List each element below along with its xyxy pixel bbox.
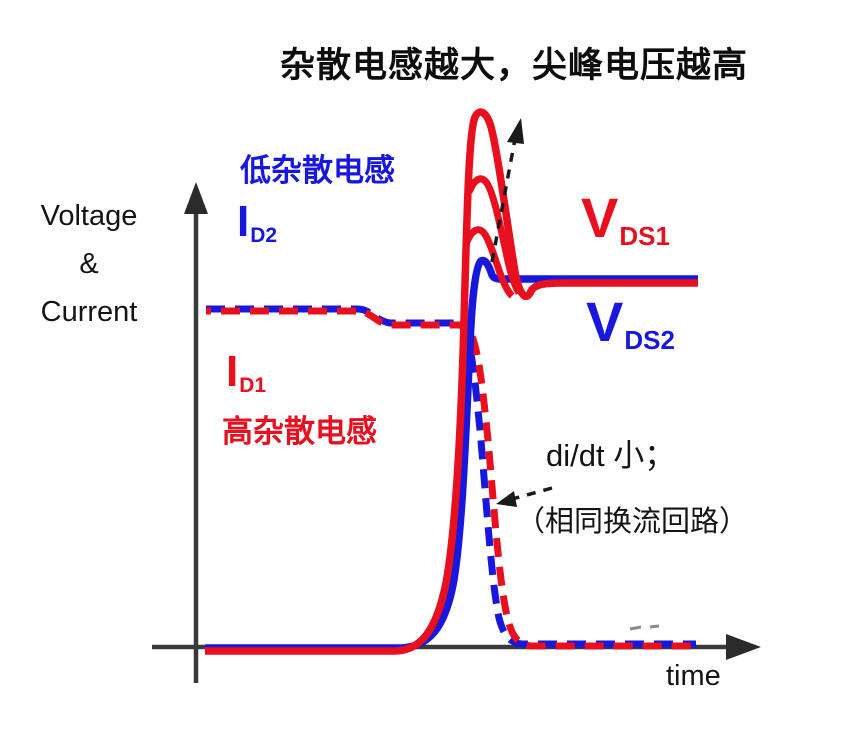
- id1-subscript: D1: [239, 374, 267, 397]
- y-axis-label-line1: Voltage: [40, 200, 138, 232]
- didt-annotation-line2: （相同换流回路）: [516, 506, 749, 538]
- id2-subscript: D2: [250, 224, 278, 247]
- stray-mark: [629, 625, 642, 631]
- id2-label: ID2: [237, 197, 278, 248]
- y-axis-label-line2: &: [79, 248, 99, 280]
- x-axis-arrowhead-icon: [726, 634, 761, 660]
- didt-annotation-arrowhead-icon: [496, 491, 517, 507]
- didt-annotation-arrow-line: [511, 486, 553, 501]
- vds1-symbol: V: [581, 186, 619, 249]
- vds1-ringing-peak-3: [463, 226, 515, 299]
- low-stray-inductance-label: 低杂散电感: [240, 153, 395, 188]
- y-axis-label: Voltage & Current: [10, 192, 168, 336]
- vds2-voltage-curve: [205, 256, 698, 652]
- vds1-subscript: DS1: [619, 221, 670, 251]
- vds1-ringing-peak-2: [465, 175, 523, 295]
- y-axis-arrowhead-icon: [184, 182, 208, 214]
- id1-label: ID1: [226, 347, 267, 398]
- id2-current-curve: [206, 305, 696, 648]
- vds2-label: VDS2: [586, 294, 675, 355]
- vds1-label: VDS1: [581, 190, 670, 251]
- y-axis-label-line3: Current: [40, 296, 138, 328]
- id2-symbol: I: [237, 197, 250, 246]
- x-axis-label: time: [666, 660, 721, 692]
- spike-annotation-arrow-line: [490, 138, 517, 263]
- chart-title: 杂散电感越大，尖峰电压越高: [280, 46, 749, 85]
- vds2-subscript: DS2: [624, 325, 675, 355]
- id1-current-curve: [206, 307, 699, 650]
- id1-symbol: I: [226, 347, 239, 396]
- vds2-symbol: V: [586, 290, 624, 353]
- stray-mark: [649, 624, 660, 629]
- high-stray-inductance-label: 高杂散电感: [222, 414, 377, 449]
- didt-annotation-line1: di/dt 小；: [546, 438, 676, 473]
- vds1-voltage-curve: [205, 108, 698, 655]
- spike-annotation-arrowhead-icon: [507, 118, 524, 144]
